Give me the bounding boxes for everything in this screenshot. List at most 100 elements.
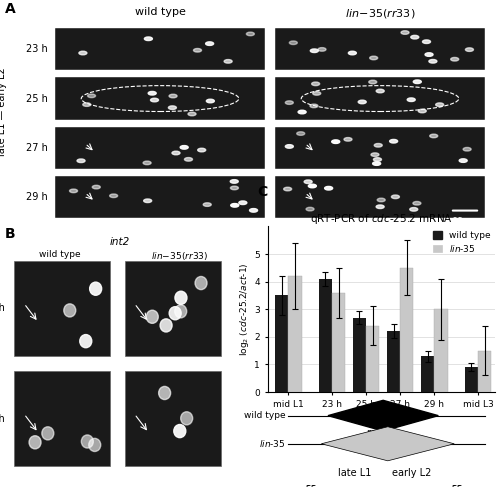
Text: wild type: wild type: [244, 411, 286, 420]
Text: $\mathbf{\mathit{\xi\xi}}$: $\mathbf{\mathit{\xi\xi}}$: [304, 483, 316, 487]
Bar: [332, 293, 345, 392]
Circle shape: [466, 48, 473, 52]
Circle shape: [180, 146, 188, 149]
Circle shape: [250, 208, 258, 212]
Circle shape: [143, 161, 151, 165]
Circle shape: [436, 103, 444, 107]
Legend: wild type, $\mathit{lin\text{-}35}$: wild type, $\mathit{lin\text{-}35}$: [432, 231, 490, 254]
Text: 27 h: 27 h: [26, 143, 48, 153]
Circle shape: [296, 132, 304, 135]
Circle shape: [42, 427, 54, 440]
Bar: [55, 176, 265, 218]
Circle shape: [77, 159, 85, 163]
Circle shape: [298, 110, 306, 114]
Circle shape: [410, 207, 418, 211]
Bar: [55, 28, 265, 71]
Circle shape: [376, 205, 384, 208]
Text: B: B: [5, 226, 15, 241]
Circle shape: [290, 41, 298, 44]
Circle shape: [92, 185, 100, 189]
Text: 23 h: 23 h: [26, 44, 48, 54]
Circle shape: [376, 89, 384, 93]
Circle shape: [312, 82, 320, 86]
Text: 25 μm: 25 μm: [453, 217, 477, 226]
Bar: [275, 176, 485, 218]
Circle shape: [230, 186, 238, 190]
Circle shape: [144, 199, 152, 203]
Circle shape: [413, 202, 421, 205]
Text: A: A: [5, 2, 16, 16]
Circle shape: [425, 53, 433, 56]
Circle shape: [231, 204, 239, 207]
Text: C: C: [258, 185, 268, 199]
Text: 25 h: 25 h: [26, 94, 48, 104]
Circle shape: [414, 80, 422, 84]
Text: late L1 — early L2: late L1 — early L2: [0, 68, 8, 156]
Bar: [464, 367, 478, 392]
Polygon shape: [328, 400, 438, 431]
Text: 29 h: 29 h: [26, 192, 48, 202]
Text: late L1: late L1: [338, 468, 372, 478]
Text: early L2: early L2: [392, 468, 432, 478]
Text: wild type: wild type: [134, 7, 186, 17]
Bar: [421, 356, 434, 392]
Circle shape: [371, 153, 379, 156]
Circle shape: [401, 31, 409, 34]
Circle shape: [188, 112, 196, 116]
Circle shape: [306, 207, 314, 211]
Bar: [275, 28, 485, 71]
Circle shape: [429, 59, 437, 63]
Bar: [55, 77, 265, 120]
Circle shape: [377, 198, 385, 202]
Circle shape: [206, 42, 214, 45]
Circle shape: [370, 56, 378, 60]
Circle shape: [174, 425, 186, 438]
Circle shape: [160, 319, 172, 332]
Circle shape: [144, 37, 152, 40]
Circle shape: [148, 92, 156, 95]
Bar: [478, 351, 491, 392]
Bar: [275, 296, 288, 392]
Text: 27 h: 27 h: [0, 303, 5, 313]
Circle shape: [430, 134, 438, 138]
Circle shape: [304, 180, 312, 184]
Circle shape: [318, 48, 326, 51]
Circle shape: [224, 59, 232, 63]
Circle shape: [168, 106, 176, 110]
Circle shape: [459, 159, 467, 162]
Circle shape: [83, 103, 91, 106]
Circle shape: [79, 51, 87, 55]
Circle shape: [450, 57, 458, 61]
Circle shape: [180, 412, 192, 425]
Circle shape: [411, 36, 419, 39]
Bar: [55, 127, 265, 169]
Circle shape: [198, 148, 205, 152]
Circle shape: [169, 94, 177, 98]
Circle shape: [64, 304, 76, 317]
Bar: [14, 261, 110, 356]
Circle shape: [246, 32, 254, 36]
Bar: [288, 276, 302, 392]
Circle shape: [175, 291, 187, 304]
Circle shape: [390, 139, 398, 143]
Bar: [387, 331, 400, 392]
Circle shape: [308, 184, 316, 188]
Circle shape: [90, 282, 102, 295]
Text: $\mathbf{\mathit{\xi\xi}}$: $\mathbf{\mathit{\xi\xi}}$: [450, 483, 462, 487]
Bar: [125, 371, 221, 466]
Circle shape: [184, 158, 192, 161]
Circle shape: [422, 40, 430, 43]
Circle shape: [324, 187, 332, 190]
Circle shape: [158, 386, 170, 399]
Title: qRT-PCR of $\mathit{cdc\text{-}25.2}$ mRNA: qRT-PCR of $\mathit{cdc\text{-}25.2}$ mR…: [310, 212, 452, 226]
Circle shape: [195, 277, 207, 290]
Text: $\mathit{lin\text{-}35}$: $\mathit{lin\text{-}35}$: [260, 438, 286, 450]
Text: wild type: wild type: [39, 250, 81, 259]
Circle shape: [239, 201, 247, 205]
Circle shape: [463, 148, 471, 151]
Bar: [400, 268, 413, 392]
Circle shape: [372, 162, 380, 166]
Circle shape: [194, 49, 202, 52]
Bar: [275, 127, 485, 169]
Text: int2: int2: [110, 237, 130, 247]
